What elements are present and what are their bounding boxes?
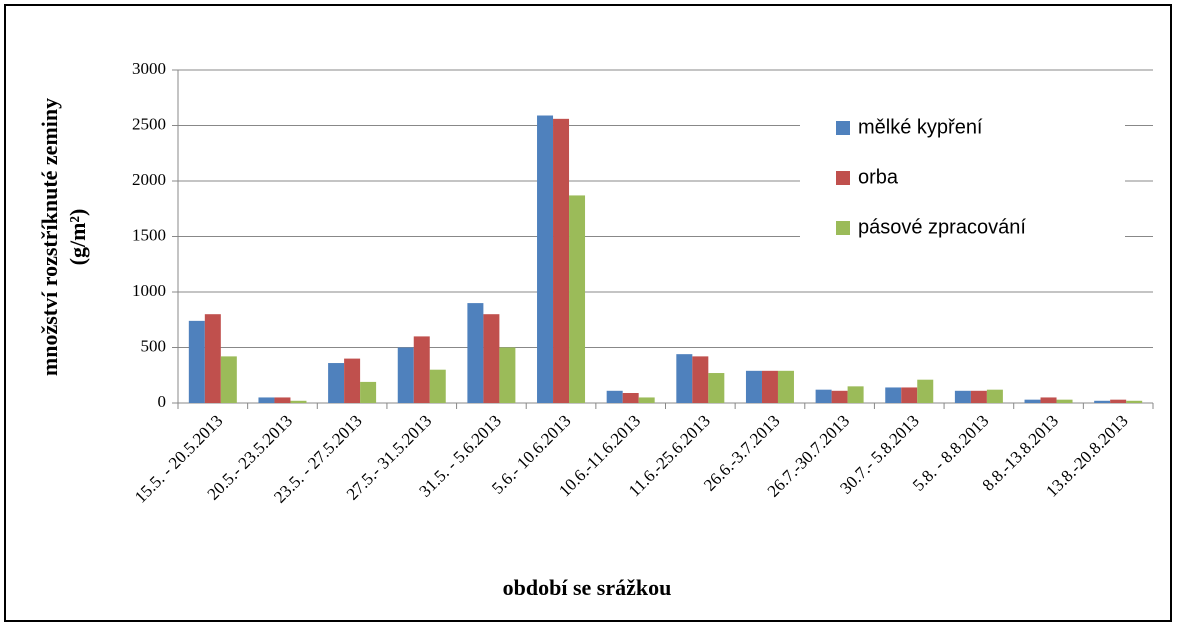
legend-swatch	[836, 121, 850, 135]
bar	[1094, 400, 1111, 403]
bar	[970, 390, 987, 403]
bar	[777, 370, 794, 403]
bar	[1126, 400, 1143, 403]
bar	[1040, 397, 1057, 403]
bar	[429, 369, 446, 403]
y-tick-label: 1500	[132, 225, 166, 244]
legend-label: pásové zpracování	[858, 216, 1026, 238]
bar	[360, 381, 377, 403]
bar	[344, 358, 361, 403]
x-axis-title: období se srážkou	[503, 575, 672, 600]
bar	[692, 356, 709, 403]
legend-label: orba	[858, 166, 899, 188]
y-tick-label: 0	[158, 392, 167, 411]
bar	[831, 390, 848, 403]
bar	[569, 195, 586, 403]
frame	[4, 4, 1172, 622]
bar	[328, 363, 345, 403]
bar	[901, 387, 918, 403]
bar	[606, 390, 623, 403]
y-axis-title: množství rozstříknuté zeminy	[37, 98, 62, 376]
bar	[954, 390, 971, 403]
bar	[499, 347, 516, 403]
y-tick-label: 2500	[132, 114, 166, 133]
bar	[204, 314, 221, 403]
bar	[676, 354, 693, 403]
y-tick-label: 1000	[132, 281, 166, 300]
bar	[917, 379, 934, 403]
bar	[1056, 399, 1073, 403]
bar	[622, 393, 639, 403]
y-tick-label: 2000	[132, 170, 166, 189]
bar	[413, 336, 430, 403]
bar	[638, 397, 655, 403]
bar	[761, 370, 778, 403]
bar	[188, 320, 205, 403]
bar	[220, 356, 237, 403]
bar	[258, 397, 275, 403]
bar	[553, 118, 570, 403]
bar	[1110, 399, 1127, 403]
y-axis-title: (g/m²)	[65, 209, 90, 266]
bar	[986, 389, 1003, 403]
legend-swatch	[836, 171, 850, 185]
legend-label: mělké kypření	[858, 116, 983, 138]
bar	[847, 386, 864, 403]
bar	[885, 387, 902, 403]
bar	[708, 373, 725, 403]
bar	[274, 397, 291, 403]
bar	[745, 370, 762, 403]
bar	[815, 389, 832, 403]
bar	[467, 303, 484, 403]
legend	[800, 100, 1125, 260]
bar	[290, 400, 307, 403]
legend-swatch	[836, 221, 850, 235]
bar	[537, 115, 554, 403]
y-tick-label: 3000	[132, 59, 166, 78]
bar	[397, 347, 414, 403]
y-tick-label: 500	[141, 336, 167, 355]
bar	[1024, 399, 1041, 403]
bar	[483, 314, 500, 403]
